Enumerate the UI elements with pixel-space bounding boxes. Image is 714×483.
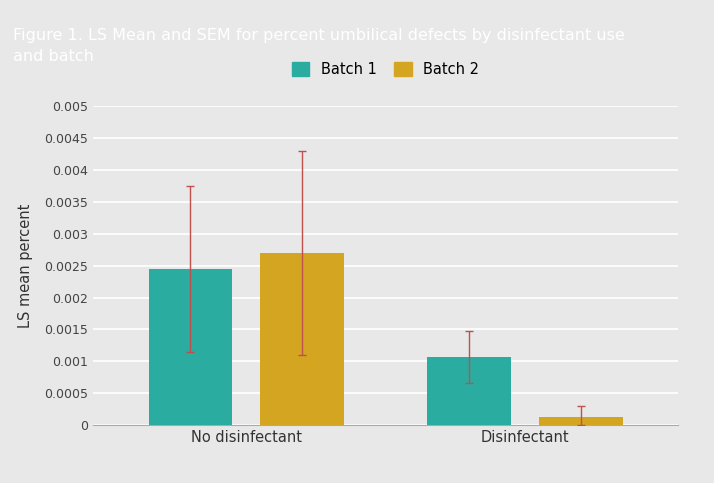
Text: Figure 1. LS Mean and SEM for percent umbilical defects by disinfectant use
and : Figure 1. LS Mean and SEM for percent um… xyxy=(13,28,625,64)
Y-axis label: LS mean percent: LS mean percent xyxy=(18,203,33,328)
Bar xyxy=(260,253,343,425)
Legend: Batch 1, Batch 2: Batch 1, Batch 2 xyxy=(286,56,486,83)
Bar xyxy=(539,417,623,425)
Bar xyxy=(149,269,232,425)
Bar xyxy=(428,357,511,425)
